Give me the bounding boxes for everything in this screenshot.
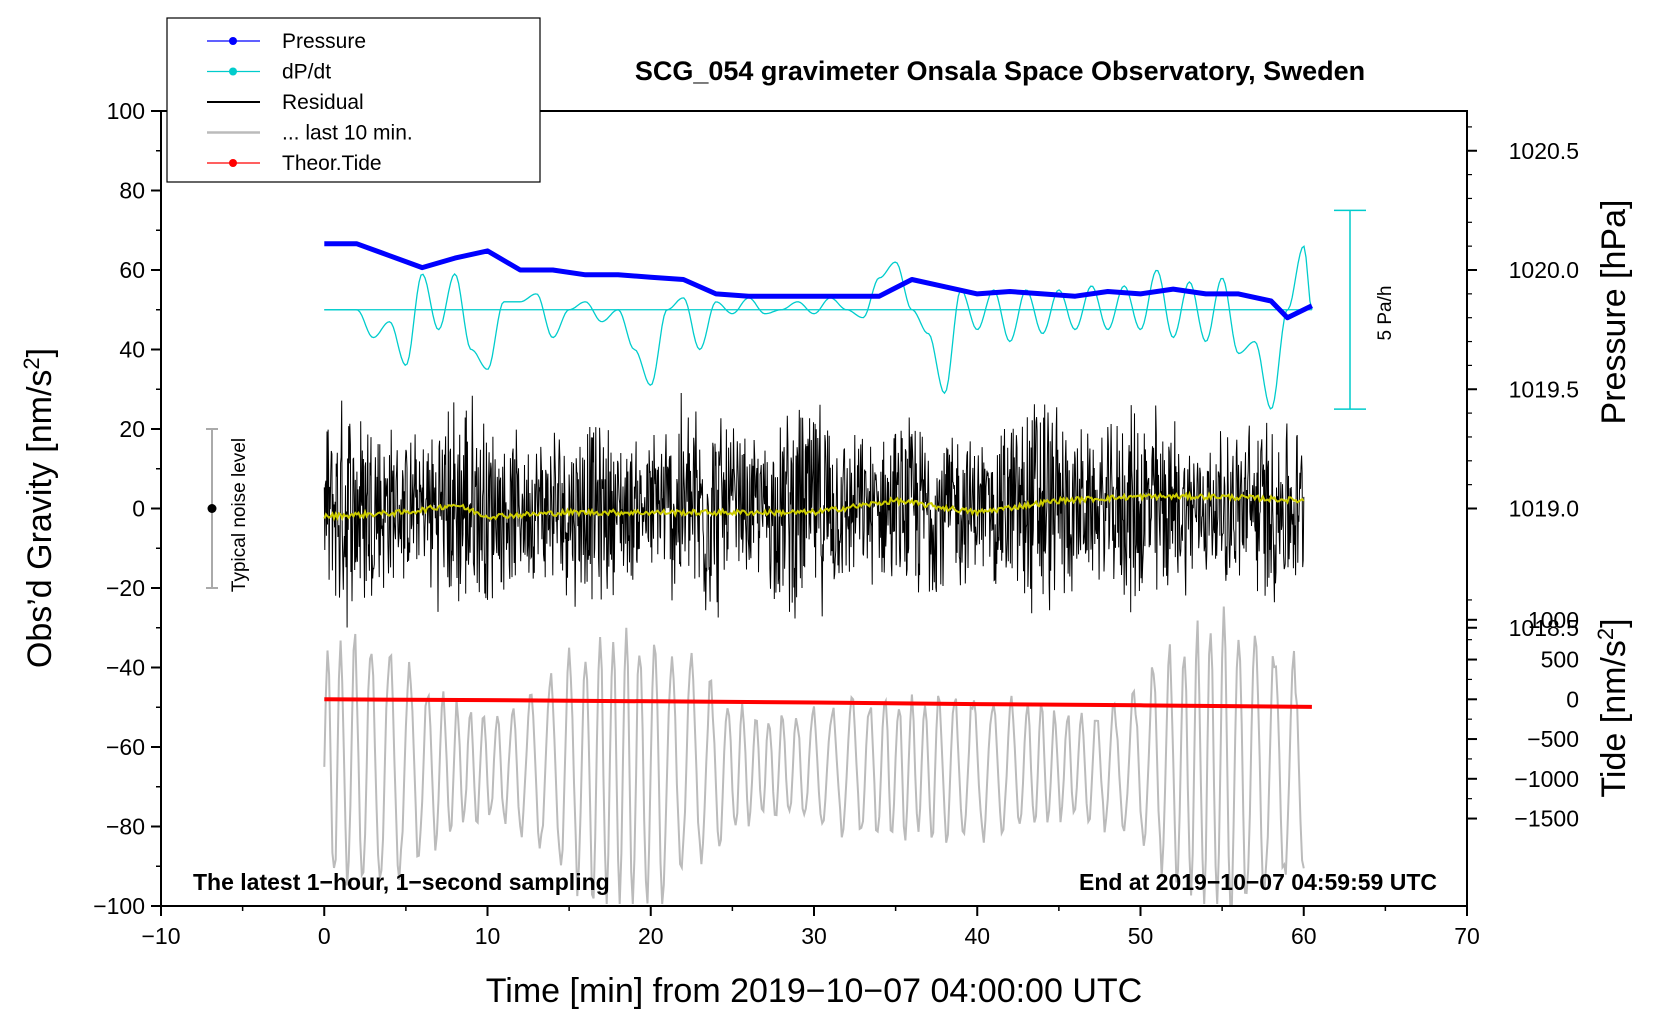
legend-swatch-marker [229,37,237,45]
tide-tick-label: −500 [1527,726,1579,752]
last-10-min-line [323,606,1305,905]
x-tick-label: 50 [1128,923,1154,949]
y-tick-label: 60 [119,257,145,283]
x-tick-label: 0 [318,923,331,949]
y-axis-title-main: Obs’d Gravity [nm/s [21,370,59,669]
y-tick-label: 40 [119,337,145,363]
x-tick-label: 10 [475,923,501,949]
tide-tick-label: 0 [1566,686,1579,712]
y-axis-title-end: ] [21,348,59,357]
x-axis-title: Time [min] from 2019−10−07 04:00:00 UTC [486,972,1142,1010]
tide-tick-label: 1000 [1528,607,1579,633]
y-tick-label: −40 [106,655,145,681]
tide-tick-label: 500 [1541,647,1579,673]
last-10-min-series [323,606,1305,905]
y-tick-label: −80 [106,814,145,840]
x-tick-label: 20 [638,923,664,949]
smoothed-residual-line [323,490,1305,522]
dpdt-line [324,245,1313,410]
residual-line [323,392,1305,628]
legend-box [166,17,541,183]
dpdt-scale-label: 5 Pa/h [1375,286,1396,341]
x-axis: −10 0 10 20 30 40 50 60 70 [141,906,1480,949]
y-tick-label: 0 [132,496,145,522]
residual-series [323,392,1305,628]
pressure-axis-title: Pressure [hPa] [1595,200,1633,425]
legend-swatch-marker [229,159,237,167]
tide-series [324,697,1312,709]
tide-tick-label: −1000 [1514,766,1579,792]
x-tick-label: 40 [964,923,990,949]
y-tick-label: 80 [119,178,145,204]
y-axis-title-sup: 2 [19,357,44,369]
y-tick-label: 100 [107,98,145,124]
dpdt-series [324,245,1313,410]
noise-bar-center [207,504,217,513]
legend-swatch-marker [229,67,237,76]
x-tick-label: 60 [1291,923,1317,949]
dpdt-scale-bar [1334,209,1366,410]
x-tick-label: 30 [801,923,827,949]
pressure-tick-label: 1020.5 [1509,138,1579,164]
pressure-tick-label: 1018.5 [1509,615,1579,641]
noise-level-indicator [206,428,218,589]
y-tick-label: −60 [106,734,145,760]
legend-label: ... last 10 min. [282,122,413,145]
tide-axis-title-end: ] [1595,618,1633,627]
tide-axis-title-main: Tide [nm/s [1595,640,1633,797]
pressure-tick-label: 1019.5 [1509,376,1579,402]
tide-axis: 1000 500 0 −500 −1000 −1500 [1467,599,1579,832]
x-tick-label: −10 [141,923,180,949]
pressure-axis: 1020.5 1020.0 1019.5 1019.0 1018.5 [1467,126,1579,641]
pressure-tick-label: 1020.0 [1509,257,1579,283]
tide-axis-title: Tide [nm/s2] [1593,618,1633,797]
smoothed-residual-series [323,490,1305,522]
x-tick-label: 70 [1454,923,1480,949]
pressure-tick-label: 1019.0 [1509,496,1579,522]
y-tick-label: −20 [106,575,145,601]
y-tick-label: 20 [119,416,145,442]
tide-line [324,697,1312,709]
y-axis-title: Obs’d Gravity [nm/s2] [19,348,59,668]
legend-label: Residual [282,91,364,114]
legend-label: Theor.Tide [282,152,382,175]
y-tick-label: −100 [93,893,145,919]
legend: Pressure dP/dt Residual ... last 10 min. The… [166,17,541,183]
legend-label: Pressure [282,30,366,53]
pressure-series [324,241,1313,321]
legend-label: dP/dt [282,61,331,84]
chart-title: SCG_054 gravimeter Onsala Space Observat… [635,56,1365,86]
tide-tick-label: −1500 [1514,806,1579,832]
pressure-line [324,241,1313,321]
noise-level-label: Typical noise level [229,438,250,592]
tide-axis-title-sup: 2 [1593,628,1618,640]
end-time-annotation: End at 2019−10−07 04:59:59 UTC [1079,869,1437,895]
y-axis-left: 100 80 60 40 20 0 −20 −40 −60 −80 −100 [93,98,161,919]
sampling-annotation: The latest 1−hour, 1−second sampling [193,869,610,895]
